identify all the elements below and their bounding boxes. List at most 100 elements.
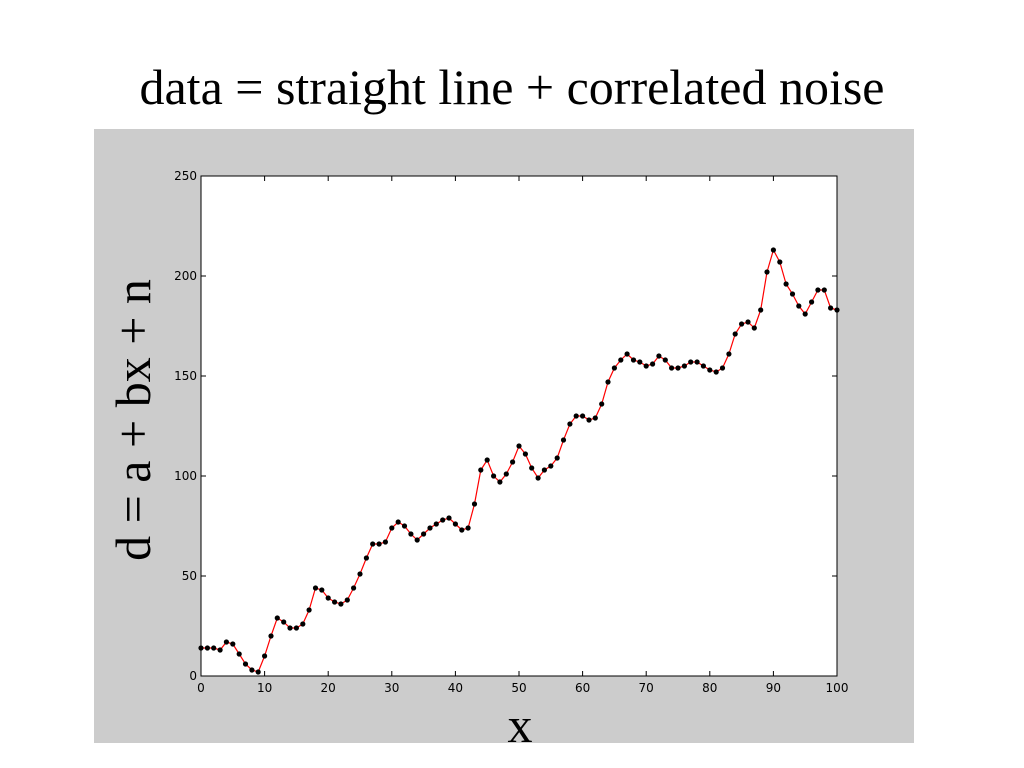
data-point [395,519,401,525]
data-point [802,311,808,317]
data-point [662,357,668,363]
data-point [713,369,719,375]
data-point [478,467,484,473]
data-point [764,269,770,275]
data-point [446,515,452,521]
data-point [541,467,547,473]
data-point [471,501,478,507]
data-point [357,571,363,577]
data-point [503,471,509,477]
data-point [796,303,802,309]
x-tick-label: 20 [321,681,336,695]
data-point [255,669,261,675]
data-point [211,645,217,651]
data-point [376,541,382,547]
data-point [726,351,732,357]
data-point [700,363,707,369]
data-point [618,357,624,363]
data-point [669,365,675,371]
data-point [567,421,573,427]
series-markers [198,247,840,675]
data-point [338,601,344,607]
data-point [516,443,522,449]
data-point [204,645,210,651]
data-point [580,413,586,419]
data-point [344,597,350,603]
y-tick-label: 200 [174,269,197,283]
x-tick-label: 40 [448,681,463,695]
y-tick-label: 150 [174,369,197,383]
data-point [198,645,204,651]
x-tick-label: 70 [639,681,654,695]
x-axis-label: x [507,697,533,753]
data-point [389,525,395,531]
data-point [465,525,471,531]
data-point [421,531,427,537]
data-point [535,475,541,481]
data-point [414,537,420,543]
slide-title: data = straight line + correlated noise [139,59,885,115]
data-point [370,541,376,547]
data-point [707,367,713,373]
y-tick-label: 50 [182,569,197,583]
data-point [363,555,369,561]
data-point [650,361,656,367]
data-point [560,437,567,443]
data-point [510,459,516,465]
data-point [459,527,465,533]
data-point [656,353,662,359]
data-point [223,639,229,645]
x-tick-label: 0 [197,681,205,695]
data-point [293,625,299,631]
data-point [637,359,643,365]
data-point [236,651,242,657]
y-tick-label: 100 [174,469,197,483]
data-point [586,417,592,423]
data-point [688,359,694,365]
data-point [592,415,598,421]
data-point [249,667,255,673]
axis-ticks: 0 10 20 30 40 50 60 70 80 90 100 0 50 100 150 200 250 [174,169,848,695]
data-point [230,641,236,647]
data-point [332,599,338,605]
data-point [529,465,535,471]
data-point [828,305,834,311]
data-point [554,455,560,461]
data-point [306,607,312,613]
data-point [268,633,274,639]
data-point [401,523,408,529]
data-point [694,359,700,365]
data-point [611,365,618,371]
data-point [548,463,554,469]
data-point [319,587,325,593]
data-point [789,291,796,297]
data-point [745,319,751,325]
data-point [783,281,789,287]
x-tick-label: 30 [384,681,399,695]
x-tick-label: 50 [511,681,526,695]
data-point [732,331,738,337]
chart-svg: 0 10 20 30 40 50 60 70 80 90 100 0 50 100 150 200 250 [174,169,848,695]
data-point [777,259,783,265]
x-tick-label: 60 [575,681,590,695]
data-point [751,325,757,331]
data-point [605,379,611,385]
data-point [382,539,388,545]
data-point [821,287,827,293]
data-point [573,413,579,419]
data-point [217,647,223,653]
figure-panel: 0 10 20 30 40 50 60 70 80 90 100 0 50 100 150 200 250 [94,129,914,743]
data-point [834,307,840,313]
y-tick-label: 250 [174,169,197,183]
data-point [624,351,630,357]
x-tick-label: 10 [257,681,272,695]
data-point [770,247,777,253]
data-point [408,531,414,537]
data-point [440,517,446,523]
data-point [484,457,490,463]
data-point [427,525,433,531]
x-tick-label: 100 [826,681,849,695]
data-point [433,521,439,527]
data-point [325,595,331,601]
x-tick-label: 80 [702,681,717,695]
